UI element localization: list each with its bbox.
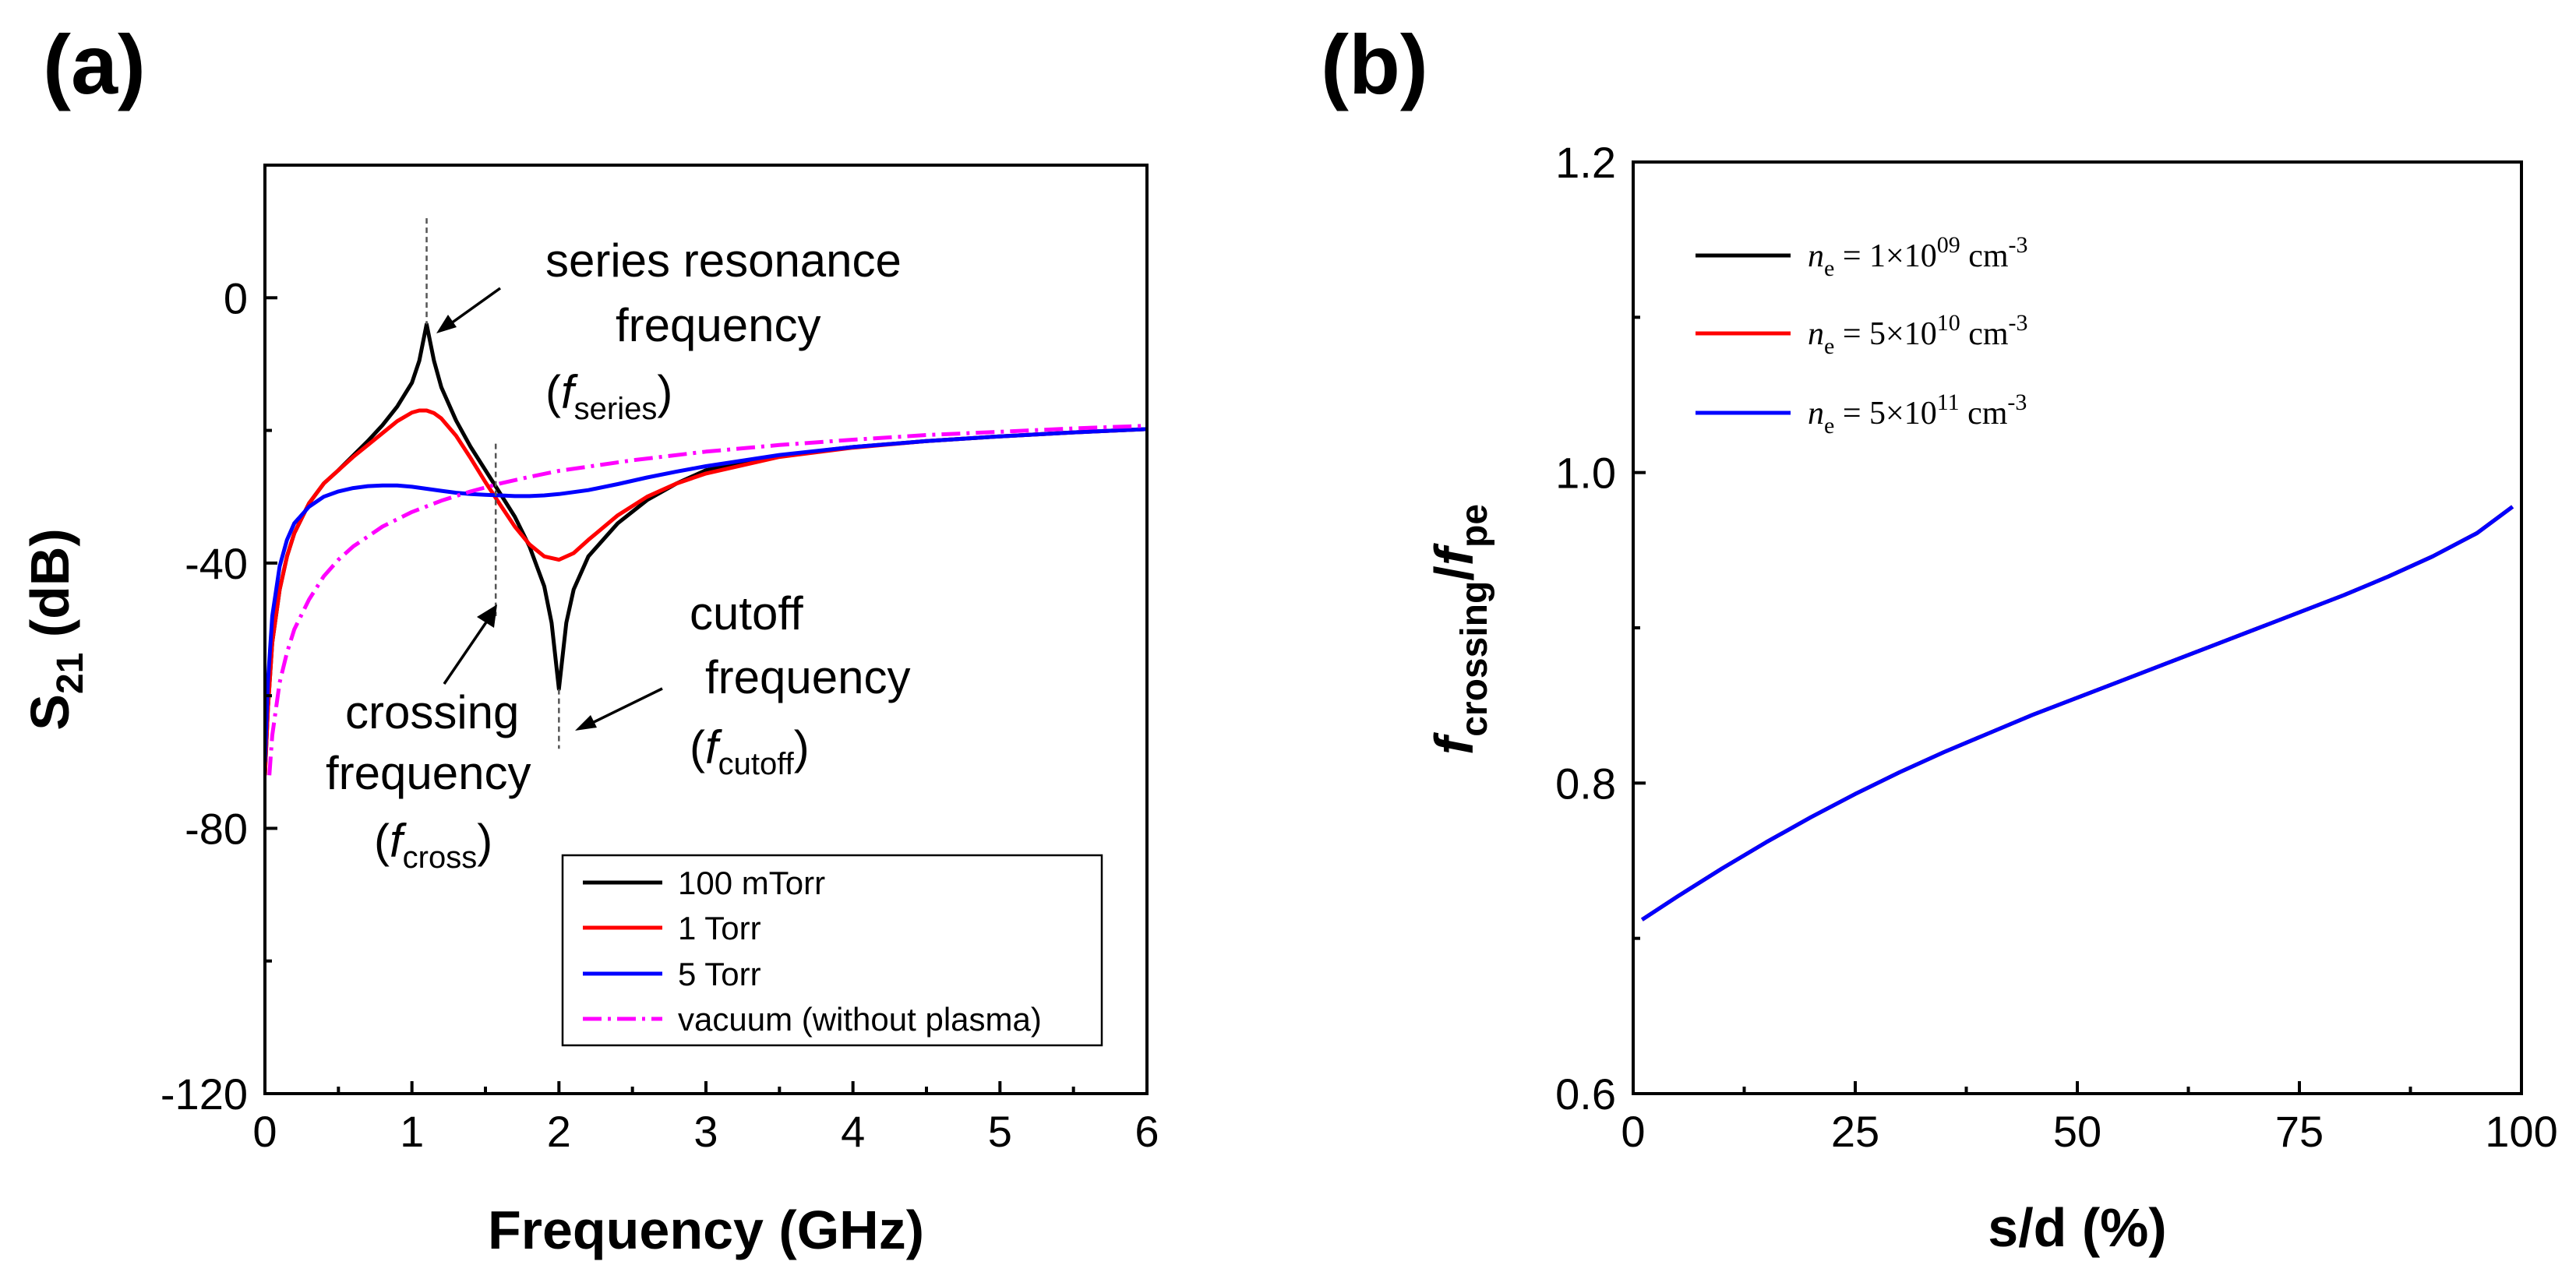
legend-label-ne-1e09: ne = 1×1009 cm-3	[1808, 232, 2028, 281]
panel-a-x-axis-title: Frequency (GHz)	[488, 1200, 924, 1260]
panel-a-x-tick-label: 6	[1134, 1107, 1159, 1156]
cutoff-annotation-line2: frequency	[705, 651, 911, 703]
series-annotation-line1: series resonance	[545, 234, 902, 287]
cutoff-arrow	[575, 687, 663, 731]
series-annotation-symbol: (fseries)	[545, 366, 672, 426]
panel-b: (b) ne = 1×1009 cm-3 ne = 5×1010 cm-3 ne…	[1321, 17, 2558, 1258]
panel-a-y-tick-label: 0	[224, 273, 248, 322]
panel-a-label: (a)	[43, 17, 146, 111]
legend-label-ne-5e11: ne = 5×1011 cm-3	[1808, 389, 2027, 439]
panel-b-y-tick-label: 1.2	[1555, 138, 1616, 187]
panel-a-series-1-torr	[265, 408, 1147, 776]
panel-a-x-tick-label: 4	[841, 1107, 865, 1156]
panel-b-y-tick-label: 1.0	[1555, 449, 1616, 498]
panel-b-series-n-e-1-10-09-cm-3	[1641, 505, 2514, 921]
panel-a-legend: 100 mTorr 1 Torr 5 Torr vacuum (without …	[561, 854, 1103, 1047]
panel-a-x-tick-label: 5	[988, 1107, 1012, 1156]
crossing-annotation-symbol: (fcross)	[374, 815, 492, 875]
crossing-annotation-line2: frequency	[326, 747, 531, 799]
panel-b-series-n-e-5-10-10-cm-3	[1641, 505, 2514, 921]
panel-b-label: (b)	[1321, 17, 1428, 111]
panel-b-y-tick-label: 0.8	[1555, 759, 1616, 808]
panel-b-y-axis-title: fcrossing/fpe	[1424, 504, 1495, 755]
legend-label-1torr: 1 Torr	[678, 910, 761, 946]
panel-b-x-tick-label: 50	[2053, 1107, 2101, 1156]
cutoff-annotation: cutoff frequency (fcutoff)	[690, 587, 911, 781]
panel-b-ticks: 0 25 50 75 100 0.6 0.8 1.0 1.2	[1555, 138, 2558, 1156]
panel-a-series-vacuum-without-plasma	[267, 424, 1147, 776]
crossing-annotation-line1: crossing	[345, 686, 519, 738]
panel-b-series-n-e-5-10-11-cm-3	[1641, 505, 2514, 921]
panel-a-series-5-torr	[265, 427, 1147, 763]
panel-a-x-tick-label: 0	[252, 1107, 277, 1156]
panel-b-plot-area	[1641, 505, 2514, 921]
cutoff-annotation-symbol: (fcutoff)	[690, 721, 810, 781]
panel-b-axes-frame	[1632, 160, 2523, 1095]
legend-label-100mtorr: 100 mTorr	[678, 865, 825, 901]
cutoff-annotation-line1: cutoff	[690, 587, 803, 640]
panel-a-x-tick-label: 1	[400, 1107, 424, 1156]
legend-label-vacuum: vacuum (without plasma)	[678, 1001, 1042, 1038]
panel-b-x-tick-label: 75	[2275, 1107, 2324, 1156]
panel-a-y-axis-title: S21 (dB)	[19, 528, 91, 730]
panel-a-y-tick-label: -120	[161, 1069, 248, 1119]
legend-label-ne-5e10: ne = 5×1010 cm-3	[1808, 310, 2028, 359]
panel-a-plot-area	[265, 322, 1147, 776]
series-resonance-annotation: series resonance frequency (fseries)	[545, 234, 902, 426]
panel-a-x-tick-label: 3	[693, 1107, 718, 1156]
crossing-annotation: crossing frequency (fcross)	[326, 686, 531, 875]
panel-b-x-tick-label: 25	[1831, 1107, 1879, 1156]
panel-b-y-tick-label: 0.6	[1555, 1069, 1616, 1119]
panel-b-x-tick-label: 0	[1621, 1107, 1645, 1156]
panel-a-y-tick-label: -40	[185, 539, 248, 588]
panel-a-ticks: 0 1 2 3 4 5 6 -120 -80 -40 0	[161, 273, 1159, 1156]
panel-b-x-axis-title: s/d (%)	[1988, 1197, 2166, 1258]
panel-b-legend: ne = 1×1009 cm-3 ne = 5×1010 cm-3 ne = 5…	[1696, 232, 2028, 439]
series-resonance-arrow	[436, 287, 502, 333]
legend-box	[561, 854, 1103, 1047]
crossing-arrow	[443, 604, 497, 685]
panel-a-y-tick-label: -80	[185, 804, 248, 853]
panel-a: (a) series resonance frequency (fseries)	[19, 17, 1159, 1260]
panel-a-x-tick-label: 2	[547, 1107, 571, 1156]
panel-b-x-tick-label: 100	[2485, 1107, 2557, 1156]
series-annotation-line2: frequency	[616, 299, 821, 351]
legend-label-5torr: 5 Torr	[678, 956, 761, 992]
